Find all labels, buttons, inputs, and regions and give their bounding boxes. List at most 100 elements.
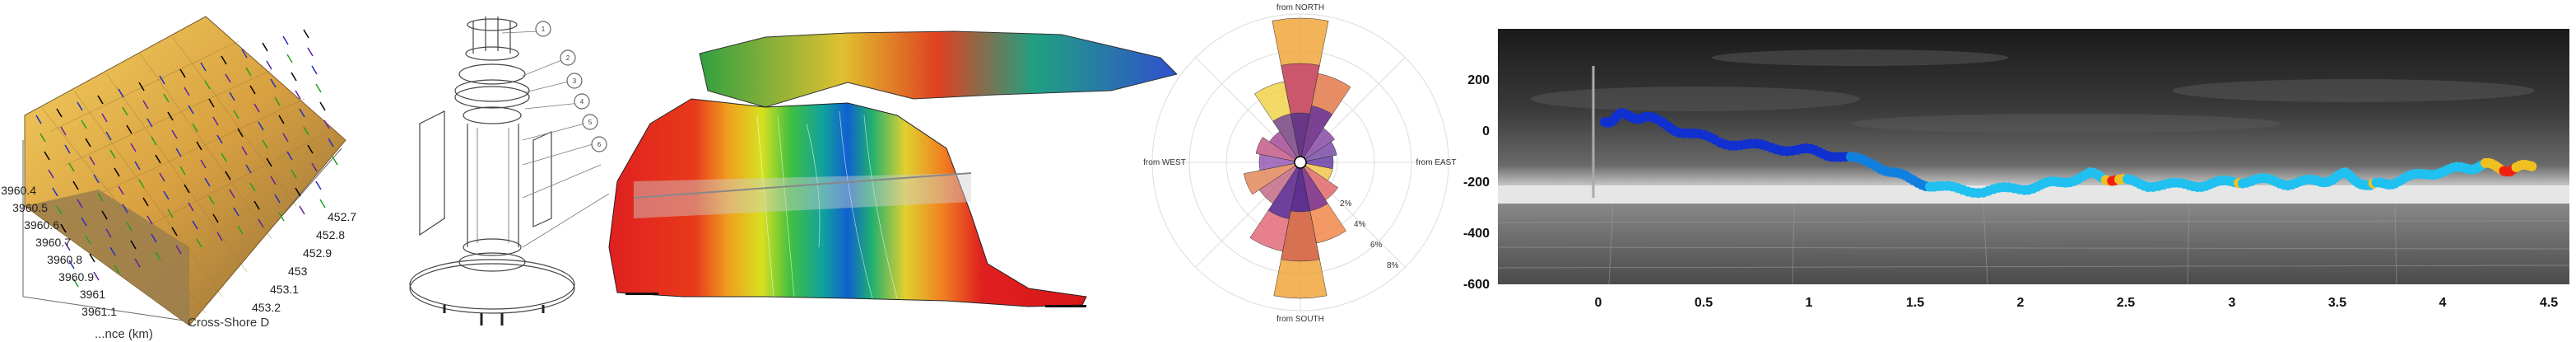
top-rods	[465, 16, 519, 61]
base-collar	[463, 238, 522, 256]
vector-arrow	[159, 75, 165, 85]
vector-arrow	[200, 159, 207, 169]
y-tick: 0	[1482, 124, 1490, 138]
y-tick: 3960.8	[47, 253, 82, 266]
y-tick: 3960.7	[35, 236, 71, 249]
vector-arrow	[266, 60, 272, 70]
x-tick: 2.5	[2117, 296, 2135, 310]
mesh-lines	[40, 36, 330, 314]
vector-arrow	[126, 124, 133, 134]
vector-arrow	[299, 205, 305, 215]
rose-center	[1294, 156, 1307, 169]
surface-shadow	[25, 190, 189, 326]
x-tick: 453.2	[252, 301, 281, 314]
vector-arrow	[262, 139, 268, 149]
vector-arrow	[286, 54, 293, 63]
vector-arrow	[81, 119, 87, 129]
transect-plane	[634, 173, 971, 218]
vector-arrow	[64, 144, 71, 154]
vector-arrow	[241, 49, 248, 59]
edge-shadow	[625, 293, 1086, 307]
vector-arrow	[122, 106, 128, 116]
vector-arrow	[278, 115, 285, 124]
bathymetry-panel	[601, 0, 1177, 342]
y-axis-ticks: 200 0 -200 -400 -600	[1463, 73, 1490, 292]
vector-arrow	[114, 167, 120, 177]
vector-arrow	[184, 184, 190, 194]
x-tick: 4.5	[2540, 296, 2558, 310]
beach	[1498, 185, 2569, 204]
vector-arrow	[315, 83, 322, 93]
ring	[463, 106, 522, 124]
vector-arrow	[291, 72, 297, 82]
vector-arrow	[282, 35, 289, 45]
vector-arrow	[192, 123, 198, 133]
track-point	[2527, 161, 2537, 171]
drifter-track	[1600, 108, 2537, 199]
leader-lines	[501, 30, 610, 248]
x-tick: 1	[1806, 296, 1813, 310]
y-tick: 3960.6	[24, 218, 59, 232]
vector-arrow	[179, 68, 186, 78]
vector-arrow	[138, 179, 145, 189]
vector-arrow	[184, 87, 190, 96]
callout-label: 4	[580, 98, 584, 105]
vector-arrow	[48, 169, 54, 179]
vector-arrow	[93, 174, 100, 184]
vector-arrow	[97, 192, 104, 202]
vector-arrow	[52, 187, 58, 197]
vector-arrow	[151, 233, 157, 243]
base-plate	[409, 259, 575, 310]
vector-arrow	[118, 88, 124, 98]
vector-arrow	[311, 65, 318, 75]
y-tick: 3960.5	[12, 201, 48, 214]
vector-arrow	[241, 146, 248, 156]
vector-arrow	[311, 162, 318, 172]
vector-arrow	[35, 115, 42, 124]
upper-swath	[699, 30, 1177, 108]
vector-arrow	[303, 126, 309, 136]
rose-petal	[1272, 113, 1301, 163]
vector-arrow	[212, 213, 219, 223]
rose-petals	[1244, 17, 1351, 299]
x-axis-ticks: 0 0.5 1 1.5 2 2.5 3 3.5 4 4.5	[1595, 296, 2559, 310]
y-tick: -200	[1463, 176, 1490, 190]
callout-label: 3	[573, 77, 577, 85]
ring-label: 4%	[1354, 220, 1366, 229]
vector-arrow	[245, 164, 252, 174]
vector-arrow	[196, 238, 202, 248]
vector-arrow	[163, 190, 170, 200]
vector-arrow	[105, 131, 112, 141]
vector-arrow	[188, 202, 194, 212]
vector-arrow	[85, 138, 91, 148]
vector-arrow	[126, 222, 133, 232]
land-image	[1498, 204, 2569, 284]
x-tick: 0.5	[1695, 296, 1713, 310]
rose-petal	[1300, 162, 1333, 181]
vector-arrow	[89, 156, 95, 166]
vector-arrow	[319, 199, 326, 208]
y-tick: 200	[1467, 73, 1490, 87]
vector-arrow	[179, 166, 186, 176]
vector-arrow	[142, 100, 149, 110]
vector-arrow	[134, 258, 141, 268]
vector-arrow	[81, 217, 87, 227]
vector-arrow	[258, 218, 264, 228]
vector-arrow	[138, 82, 145, 91]
base-legs	[443, 305, 545, 326]
vector-arrow	[328, 138, 334, 148]
vector-arrow	[295, 187, 301, 197]
rose-petal	[1300, 141, 1337, 163]
x-tick: 453.1	[270, 283, 299, 296]
vector-arrow	[274, 194, 281, 204]
callout-label: 2	[566, 54, 570, 62]
vector-arrow	[200, 62, 207, 72]
vector-arrow	[291, 169, 297, 179]
vector-arrow	[105, 228, 112, 238]
vector-arrow	[253, 103, 260, 113]
vector-arrow	[77, 101, 83, 111]
vector-arrow	[319, 101, 326, 111]
instrument-drawing: 1 2 3 4 5 6	[409, 16, 610, 326]
wave-texture	[1531, 49, 2535, 134]
vector-arrow	[233, 110, 239, 119]
